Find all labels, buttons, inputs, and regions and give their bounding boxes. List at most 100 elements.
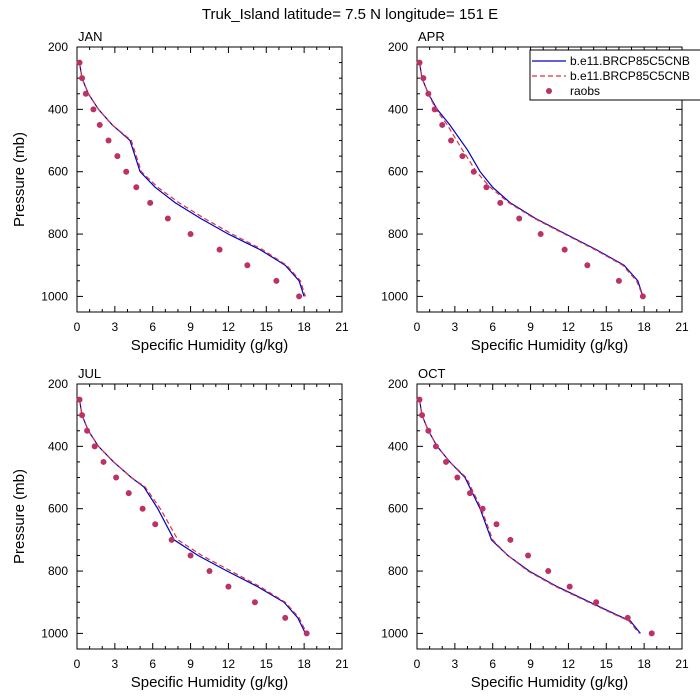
raobs-point [545,568,552,575]
raobs-point [525,552,532,559]
model-line-dashed [78,62,306,297]
raobs-point [206,568,213,575]
x-tick-label: 3 [452,320,459,334]
raobs-point [448,137,455,144]
y-tick-label: 200 [48,40,68,54]
raobs-point [425,427,432,434]
plot-frame [76,46,343,313]
raobs-point [244,262,251,269]
raobs-point [152,521,159,528]
x-tick-label: 0 [414,657,421,671]
x-tick-label: 9 [187,657,194,671]
raobs-point [114,153,121,160]
raobs-point [419,412,426,419]
y-tick-label: 800 [388,564,408,578]
raobs-point [483,184,490,191]
x-tick-label: 21 [335,657,349,671]
x-tick-label: 0 [414,320,421,334]
x-tick-label: 0 [74,320,81,334]
raobs-point [432,443,439,450]
chart-panel-jan: 0 3 6 9 12 15 18 21 200 400 600 800 1000 JAN Specific … [11,29,349,354]
raobs-point [91,443,98,450]
raobs-point [467,490,473,497]
raobs-point [90,106,97,113]
x-tick-label: 6 [149,320,156,334]
y-tick-label: 800 [388,227,408,241]
chart-panel-jul: 0 3 6 9 12 15 18 21 200 400 600 800 1000 JUL Specific … [11,366,349,691]
model-line-dashed [78,399,308,634]
raobs-point [96,121,103,128]
raobs-point [454,474,461,481]
raobs-point [416,396,423,403]
y-tick-label: 400 [388,102,408,116]
panel-label: JAN [78,29,103,44]
model-line-solid [78,399,306,634]
raobs-point [84,427,91,434]
raobs-point [79,75,86,82]
raobs-point [82,90,89,97]
raobs-point [133,184,140,191]
raobs-point [282,614,289,621]
raobs-point [100,458,107,465]
legend-label: b.e11.BRCP85C5CNB [570,54,690,68]
raobs-point [251,599,258,606]
raobs-point [76,59,83,66]
x-tick-label: 6 [149,657,156,671]
plot-frame [76,383,343,650]
raobs-point [648,630,655,637]
y-tick-label: 400 [388,439,408,453]
raobs-point [123,168,130,175]
x-tick-label: 9 [527,657,534,671]
y-tick-label: 600 [388,502,408,516]
x-axis-title: Specific Humidity (g/kg) [471,674,629,691]
raobs-point [566,583,573,590]
raobs-point [497,199,504,206]
panel-label: JUL [78,366,101,381]
plot-frame [416,383,683,650]
x-axis-title: Specific Humidity (g/kg) [131,337,289,354]
x-tick-label: 15 [260,657,274,671]
raobs-point [147,199,154,206]
legend-label: b.e11.BRCP85C5CNB [570,69,690,83]
raobs-point [420,75,427,82]
y-tick-label: 1000 [381,626,408,640]
raobs-point [416,59,423,66]
x-tick-label: 3 [452,657,459,671]
y-axis-title: Pressure (mb) [11,132,28,227]
y-tick-label: 400 [48,439,68,453]
raobs-point [537,231,544,238]
legend-box [529,49,700,101]
raobs-point [164,215,171,222]
x-tick-label: 9 [527,320,534,334]
raobs-point [561,246,568,253]
y-tick-label: 800 [48,227,68,241]
raobs-point [479,505,486,512]
model-line-dashed [418,399,640,634]
x-tick-label: 18 [297,320,311,334]
raobs-point [516,215,523,222]
raobs-point [168,536,175,543]
raobs-point [639,293,646,300]
plot-frame [416,46,683,313]
y-tick-label: 200 [388,377,408,391]
raobs-point [303,630,310,637]
legend-marker-raobs [546,88,552,94]
raobs-point [493,521,500,528]
y-tick-label: 200 [48,377,68,391]
raobs-point [105,137,112,144]
x-tick-label: 21 [675,657,689,671]
x-tick-label: 6 [489,657,496,671]
x-axis-title: Specific Humidity (g/kg) [471,337,629,354]
raobs-point [615,277,622,284]
raobs-point [113,474,120,481]
panel-label: APR [418,29,445,44]
raobs-point [76,396,83,403]
model-line-solid [78,62,305,297]
raobs-point [139,505,146,512]
raobs-point [425,90,432,97]
raobs-point [125,490,132,497]
x-tick-label: 15 [600,657,614,671]
legend-label: raobs [570,84,600,98]
